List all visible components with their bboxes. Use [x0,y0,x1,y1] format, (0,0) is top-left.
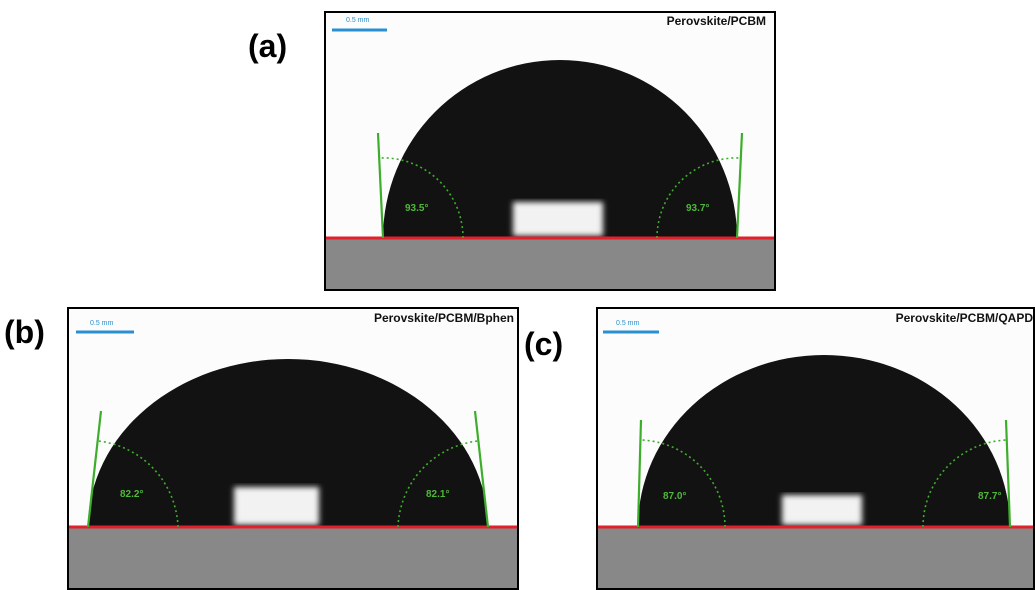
panel-a: (a) 93.5° 93.7° 0.5 mm Perovskite/PCBM [248,12,775,290]
contact-angle: 87.7° [978,491,1001,502]
scale-label: 0.5 mm [616,320,640,327]
contact-angle: 93.7° [686,203,709,214]
panel-label: (b) [4,314,45,350]
sample-title: Perovskite/PCBM [667,14,766,28]
figure: (a) 93.5° 93.7° 0.5 mm Perovskite/PCBM (… [0,0,1035,590]
panel-label: (a) [248,28,287,64]
substrate [69,528,517,588]
substrate [326,239,774,289]
reflection [513,202,603,236]
contact-angle: 93.5° [405,203,428,214]
scale-label: 0.5 mm [346,17,370,24]
sample-title: Perovskite/PCBM/QAPD [896,311,1034,325]
contact-angle: 82.2° [120,489,143,500]
contact-angle: 82.1° [426,489,449,500]
scale-label: 0.5 mm [90,320,114,327]
sample-title: Perovskite/PCBM/Bphen [374,311,514,325]
substrate [598,528,1033,588]
panel-c: (c) 87.0° 87.7° 0.5 mm Perovskite/PCBM/Q… [524,308,1034,589]
panel-label: (c) [524,326,563,362]
reflection [234,487,319,525]
contact-angle: 87.0° [663,491,686,502]
reflection [782,495,862,525]
panel-b: (b) 82.2° 82.1° 0.5 mm Perovskite/PCBM/B… [4,308,518,589]
